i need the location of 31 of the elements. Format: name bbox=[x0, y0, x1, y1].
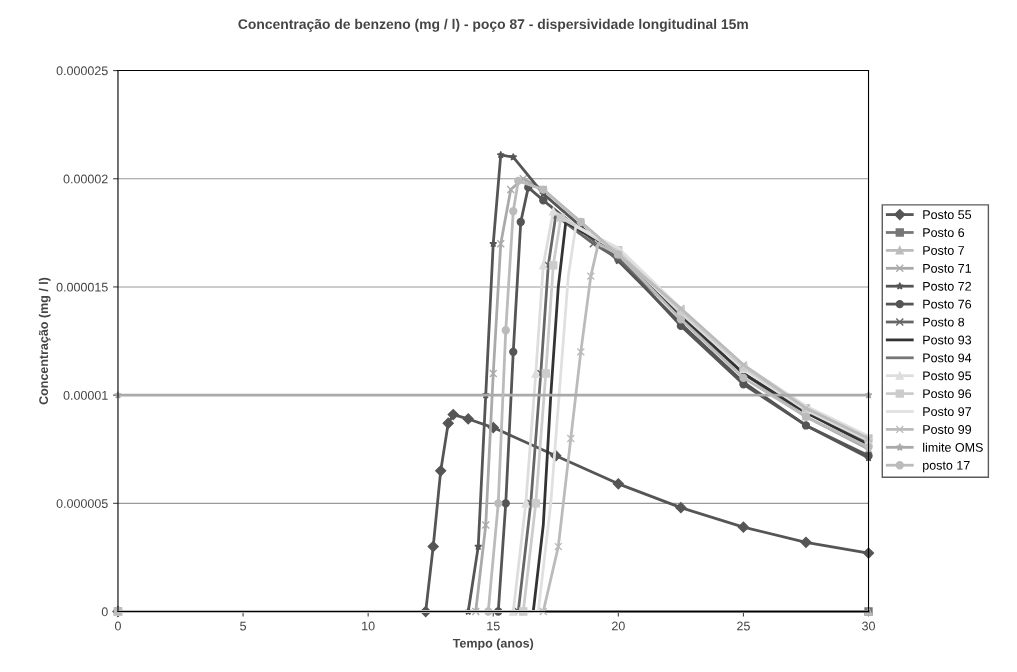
x-tick-label: 20 bbox=[612, 621, 625, 631]
x-tick-label: 25 bbox=[737, 621, 750, 631]
x-tick-label: 30 bbox=[862, 621, 875, 631]
x-tick-label: 15 bbox=[487, 621, 500, 631]
y-tick-label: 0 bbox=[101, 607, 108, 617]
x-tick-label: 10 bbox=[362, 621, 375, 631]
x-tick-label: 0 bbox=[114, 621, 121, 631]
x-axis-title: Tempo (anos) bbox=[452, 638, 534, 651]
legend-label: Posto 71 bbox=[923, 264, 971, 273]
y-axis-title: Concentração (mg / l) bbox=[38, 277, 51, 405]
y-tick-label: 0.00001 bbox=[63, 390, 108, 400]
legend-label: Posto 76 bbox=[923, 299, 972, 309]
legend-label: Posto 99 bbox=[923, 425, 972, 434]
x-tick-label: 5 bbox=[240, 621, 247, 631]
legend-label: limite OMS bbox=[923, 442, 983, 452]
legend-label: Posto 6 bbox=[923, 228, 965, 237]
y-tick-label: 0.000025 bbox=[56, 66, 108, 76]
legend-label: Posto 96 bbox=[923, 389, 972, 399]
y-tick-label: 0.000015 bbox=[56, 282, 108, 292]
legend-label: Posto 95 bbox=[923, 371, 972, 381]
chart-title: Concentração de benzeno (mg / l) - poço 87 - dispersividade longitudinal 15m bbox=[238, 18, 748, 32]
legend-label: Posto 8 bbox=[923, 317, 965, 327]
legend-label: Posto 7 bbox=[923, 246, 965, 255]
y-tick-label: 0.000005 bbox=[56, 499, 108, 508]
legend-label: Posto 93 bbox=[923, 335, 972, 345]
legend-label: posto 17 bbox=[923, 460, 970, 473]
legend-label: Posto 97 bbox=[923, 407, 971, 416]
legend-label: Posto 94 bbox=[923, 353, 972, 363]
y-tick-label: 0.00002 bbox=[63, 174, 108, 184]
legend-label: Posto 72 bbox=[923, 281, 971, 291]
legend-label: Posto 55 bbox=[923, 210, 972, 220]
